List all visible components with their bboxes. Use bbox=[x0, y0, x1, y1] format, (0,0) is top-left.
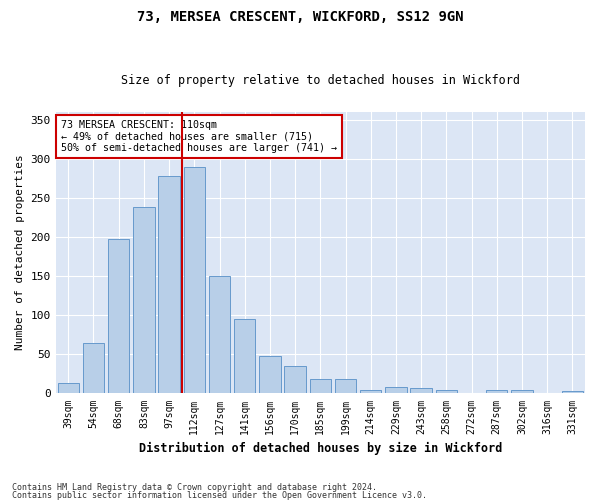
Bar bbox=[511, 390, 533, 394]
Text: 73 MERSEA CRESCENT: 110sqm
← 49% of detached houses are smaller (715)
50% of sem: 73 MERSEA CRESCENT: 110sqm ← 49% of deta… bbox=[61, 120, 337, 154]
Title: Size of property relative to detached houses in Wickford: Size of property relative to detached ho… bbox=[121, 74, 520, 87]
Bar bbox=[58, 384, 79, 394]
Bar bbox=[410, 388, 432, 394]
Bar bbox=[133, 207, 155, 394]
Bar bbox=[108, 238, 130, 394]
Text: Contains HM Land Registry data © Crown copyright and database right 2024.: Contains HM Land Registry data © Crown c… bbox=[12, 484, 377, 492]
Bar bbox=[385, 387, 407, 394]
Bar bbox=[184, 168, 205, 394]
Bar bbox=[335, 380, 356, 394]
Bar bbox=[310, 380, 331, 394]
Bar bbox=[360, 390, 382, 394]
Text: 73, MERSEA CRESCENT, WICKFORD, SS12 9GN: 73, MERSEA CRESCENT, WICKFORD, SS12 9GN bbox=[137, 10, 463, 24]
X-axis label: Distribution of detached houses by size in Wickford: Distribution of detached houses by size … bbox=[139, 442, 502, 455]
Bar bbox=[158, 176, 180, 394]
Bar bbox=[234, 319, 256, 394]
Bar bbox=[83, 342, 104, 394]
Bar bbox=[486, 390, 508, 394]
Bar bbox=[209, 276, 230, 394]
Y-axis label: Number of detached properties: Number of detached properties bbox=[15, 154, 25, 350]
Bar bbox=[562, 391, 583, 394]
Bar bbox=[436, 390, 457, 394]
Text: Contains public sector information licensed under the Open Government Licence v3: Contains public sector information licen… bbox=[12, 490, 427, 500]
Bar bbox=[259, 356, 281, 394]
Bar bbox=[284, 366, 306, 394]
